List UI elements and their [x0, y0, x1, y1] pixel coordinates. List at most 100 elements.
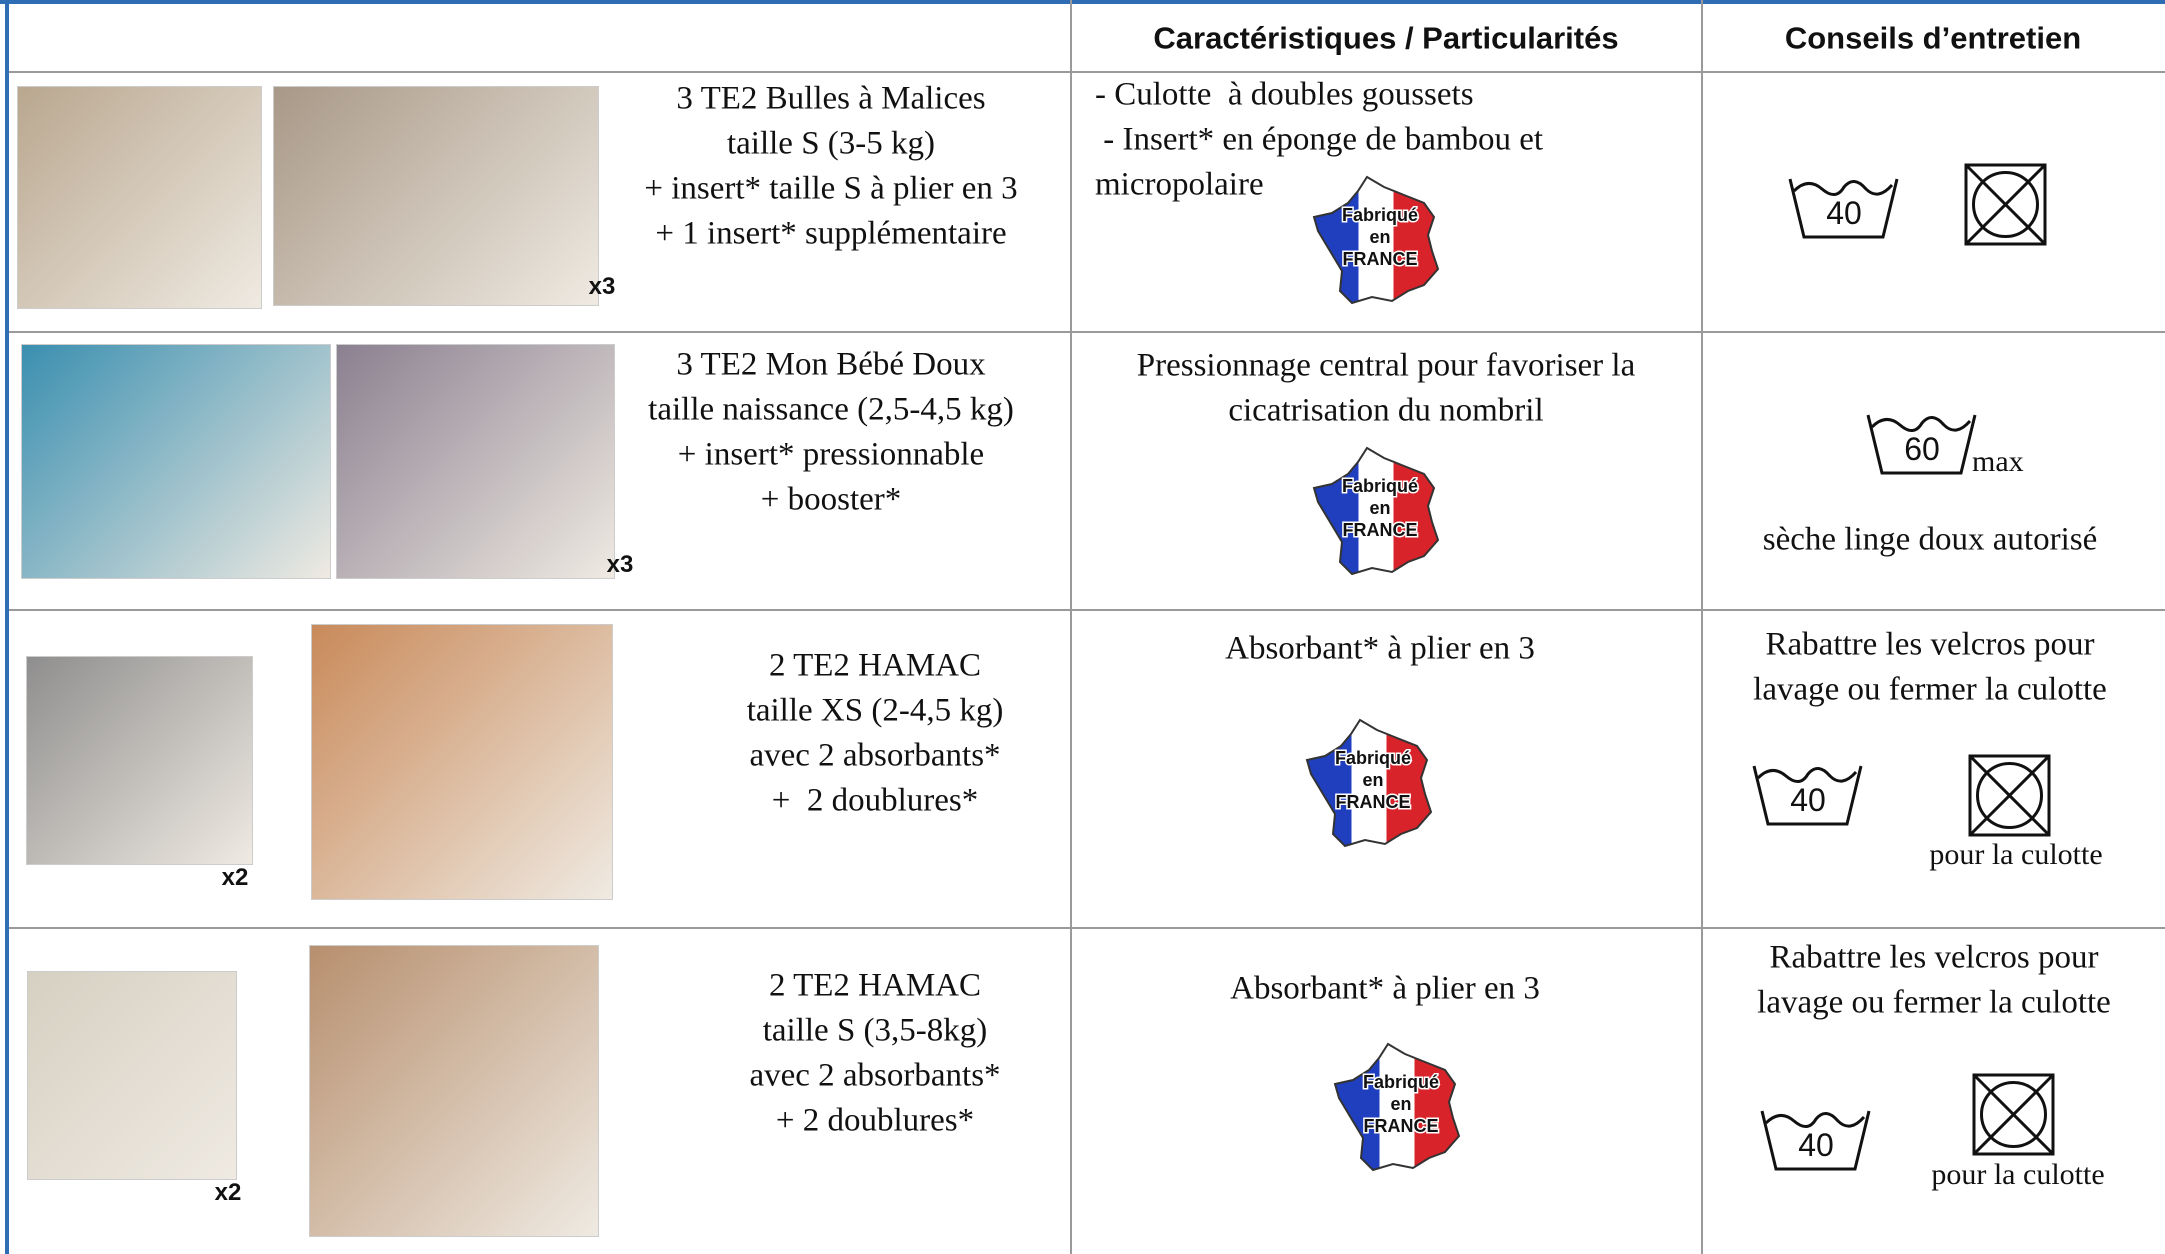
dryer-box — [1964, 163, 2047, 246]
dryer-circle — [1972, 171, 2039, 238]
badge-text: Fabriqué — [1363, 1072, 1439, 1092]
badge-text: en — [1362, 770, 1383, 790]
tub-water — [1792, 180, 1894, 196]
badge-text: FRANCE — [1364, 1116, 1439, 1136]
product-line: avec 2 absorbants* — [749, 1057, 1001, 1094]
quantity: x2 — [214, 1179, 242, 1206]
product-line: + booster* — [760, 481, 902, 518]
row-line — [9, 927, 2165, 929]
product-line: + 2 doublures* — [771, 782, 979, 819]
top-border — [0, 0, 2165, 4]
tub-outline — [1788, 178, 1899, 239]
tub-water — [1756, 767, 1858, 783]
product-photo — [336, 344, 615, 579]
product-line: taille XS (2-4,5 kg) — [746, 692, 1004, 729]
product-line: 2 TE2 HAMAC — [768, 647, 982, 684]
row-line — [9, 331, 2165, 333]
badge-text: Fabriqué — [1342, 476, 1418, 496]
quantity: x3 — [588, 273, 616, 300]
product-photo — [273, 86, 599, 306]
wash-temperature: 40 — [1790, 782, 1826, 818]
feature-line: cicatrisation du nombril — [1228, 392, 1544, 429]
feature-line: Pressionnage central pour favoriser la — [1136, 347, 1636, 384]
product-line: taille S (3-5 kg) — [726, 125, 936, 162]
badge-text: FRANCE — [1343, 249, 1418, 269]
tub-outline — [1752, 765, 1863, 826]
care-instruction: Rabattre les velcros pour — [1765, 626, 2095, 663]
product-photo — [21, 344, 331, 579]
quantity: x3 — [606, 551, 634, 578]
product-line: avec 2 absorbants* — [749, 737, 1001, 774]
no-tumble-dry-symbol — [1968, 754, 2051, 837]
wash-temperature: 40 — [1798, 1127, 1834, 1163]
wash-suffix: max — [1972, 445, 2024, 478]
tub-outline — [1866, 414, 1977, 475]
tub-outline — [1760, 1110, 1871, 1171]
product-line: 2 TE2 HAMAC — [768, 967, 982, 1004]
wash-symbol: 40 — [1752, 765, 1863, 826]
dryer-box — [1972, 1073, 2055, 1156]
column-line — [1070, 0, 1072, 1254]
product-line: + 1 insert* supplémentaire — [655, 215, 1007, 252]
dryer-note: pour la culotte — [1931, 1158, 2105, 1191]
header: Conseils d’entretien — [1784, 20, 2082, 56]
wash-temperature: 40 — [1826, 195, 1862, 231]
wash-symbol: 60 — [1866, 414, 1977, 475]
tub-water — [1870, 416, 1972, 432]
header: Caractéristiques / Particularités — [1153, 20, 1619, 56]
product-line: + insert* pressionnable — [677, 436, 985, 473]
wash-temperature: 60 — [1904, 431, 1940, 467]
care-instruction: lavage ou fermer la culotte — [1753, 671, 2107, 708]
wash-symbol: 40 — [1788, 178, 1899, 239]
product-line: taille S (3,5-8kg) — [762, 1012, 988, 1049]
feature-line: Absorbant* à plier en 3 — [1225, 630, 1535, 667]
row-line — [9, 71, 2165, 73]
cross — [1972, 1073, 2055, 1156]
product-line: taille naissance (2,5-4,5 kg) — [648, 391, 1014, 428]
france-shape — [1305, 718, 1433, 848]
dryer-circle — [1976, 762, 2043, 829]
feature-line: Absorbant* à plier en 3 — [1230, 970, 1540, 1007]
row-line — [9, 609, 2165, 611]
badge-text: FRANCE — [1336, 792, 1411, 812]
product-line: + 2 doublures* — [775, 1102, 975, 1139]
product-line: 3 TE2 Bulles à Malices — [676, 80, 986, 117]
no-tumble-dry-symbol — [1964, 163, 2047, 246]
column-line — [1701, 0, 1703, 1254]
product-line: 3 TE2 Mon Bébé Doux — [676, 346, 986, 383]
product-photo — [26, 656, 253, 865]
wash-symbol: 40 — [1760, 1110, 1871, 1171]
product-photo — [309, 945, 599, 1237]
tub-water — [1764, 1112, 1866, 1128]
quantity: x2 — [221, 864, 249, 891]
dryer-note: pour la culotte — [1929, 838, 2103, 871]
badge-text: en — [1390, 1094, 1411, 1114]
care-instruction: lavage ou fermer la culotte — [1757, 984, 2111, 1021]
care-instruction: Rabattre les velcros pour — [1769, 939, 2099, 976]
feature-line: - Culotte à doubles goussets — [1095, 76, 1474, 113]
badge-text: en — [1369, 498, 1390, 518]
badge-text: Fabriqué — [1335, 748, 1411, 768]
dryer-box — [1968, 754, 2051, 837]
product-photo — [27, 971, 237, 1180]
badge-text: en — [1369, 227, 1390, 247]
france-shape — [1312, 446, 1440, 576]
feature-line: - Insert* en éponge de bambou et — [1095, 121, 1544, 158]
product-photo — [311, 624, 613, 900]
care-note: sèche linge doux autorisé — [1762, 521, 2098, 558]
feature-line: micropolaire — [1095, 166, 1264, 203]
badge-text: Fabriqué — [1342, 205, 1418, 225]
badge-text: FRANCE — [1343, 520, 1418, 540]
product-photo — [17, 86, 262, 309]
left-border — [5, 0, 9, 1254]
dryer-circle — [1980, 1081, 2047, 1148]
no-tumble-dry-symbol — [1972, 1073, 2055, 1156]
france-shape — [1312, 175, 1440, 305]
product-line: + insert* taille S à plier en 3 — [644, 170, 1018, 207]
cross — [1964, 163, 2047, 246]
